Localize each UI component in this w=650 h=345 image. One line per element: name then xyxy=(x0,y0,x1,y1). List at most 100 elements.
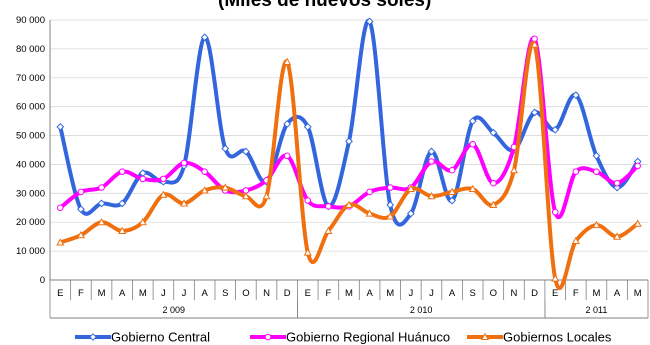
data-point-gobiernos-locales xyxy=(221,183,230,191)
x-tick-label: A xyxy=(449,288,456,299)
data-point-gobierno-central xyxy=(551,125,560,134)
y-tick-label: 0 xyxy=(40,275,45,286)
data-point-gobierno-central xyxy=(345,137,353,146)
x-tick-label: M xyxy=(98,288,106,299)
data-point-gobiernos-locales xyxy=(592,220,601,229)
data-point-gobierno-regional xyxy=(77,188,85,196)
x-tick-label: F xyxy=(78,288,84,299)
data-point-gobierno-regional xyxy=(366,188,373,196)
data-point-gobierno-regional xyxy=(572,168,580,175)
y-tick-label: 10 000 xyxy=(16,246,45,257)
data-point-gobierno-central xyxy=(365,17,374,26)
data-point-gobierno-central xyxy=(283,120,292,128)
data-point-gobiernos-locales xyxy=(283,57,292,65)
data-point-gobierno-central xyxy=(303,122,312,131)
data-point-gobiernos-locales xyxy=(76,230,85,239)
y-tick-label: 40 000 xyxy=(16,159,45,170)
data-point-gobiernos-locales xyxy=(262,191,271,200)
data-point-gobiernos-locales xyxy=(448,187,457,195)
data-point-gobierno-central xyxy=(592,151,601,160)
data-point-gobierno-central xyxy=(468,117,477,126)
data-point-gobierno-regional xyxy=(283,152,291,160)
y-tick-label: 70 000 xyxy=(16,73,45,84)
data-point-gobierno-regional xyxy=(386,184,394,191)
data-point-gobiernos-locales xyxy=(303,248,312,256)
data-point-gobierno-central xyxy=(77,205,85,214)
data-point-gobiernos-locales xyxy=(138,217,147,226)
data-point-gobiernos-locales xyxy=(179,199,189,207)
x-tick-label: J xyxy=(161,288,166,299)
series-lines xyxy=(56,17,642,290)
year-label: 2 010 xyxy=(410,305,433,315)
data-point-gobierno-regional xyxy=(118,168,126,175)
data-point-gobiernos-locales xyxy=(97,217,106,226)
x-tick-label: M xyxy=(345,288,353,299)
x-tick-label: J xyxy=(429,288,434,299)
data-point-gobiernos-locales xyxy=(365,209,374,217)
data-point-gobierno-central xyxy=(386,200,395,209)
x-tick-label: M xyxy=(592,288,600,299)
data-point-gobierno-regional xyxy=(551,208,559,216)
x-tick-label: F xyxy=(325,288,331,299)
data-point-gobierno-regional xyxy=(160,175,167,183)
y-tick-label: 80 000 xyxy=(16,44,45,55)
x-tick-label: M xyxy=(139,288,147,299)
data-point-gobiernos-locales xyxy=(489,200,498,208)
data-point-gobierno-central xyxy=(489,128,498,137)
year-label: 2 009 xyxy=(162,305,185,315)
y-tick-label: 20 000 xyxy=(16,217,45,228)
year-label: 2 011 xyxy=(586,305,608,315)
data-point-gobiernos-locales xyxy=(427,191,436,200)
legend-label-gobierno-regional: Gobierno Regional Huánuco xyxy=(286,330,450,345)
x-tick-label: A xyxy=(614,288,621,299)
data-point-gobiernos-locales xyxy=(324,226,333,234)
data-point-gobiernos-locales xyxy=(56,238,65,246)
data-point-gobierno-regional xyxy=(325,203,332,210)
x-tick-label: E xyxy=(57,288,63,299)
data-point-gobierno-regional xyxy=(201,168,208,175)
x-tick-label: J xyxy=(182,288,187,299)
y-tick-label: 30 000 xyxy=(16,188,45,199)
data-point-gobierno-central xyxy=(406,209,415,218)
y-tick-label: 50 000 xyxy=(16,131,45,142)
x-tick-label: O xyxy=(490,288,497,299)
data-point-gobierno-central xyxy=(200,33,209,42)
data-point-gobierno-central xyxy=(221,144,230,153)
data-point-gobiernos-locales xyxy=(509,165,519,174)
data-point-gobiernos-locales xyxy=(571,236,580,245)
chart-title: (Miles de nuevos soles) xyxy=(218,0,431,11)
y-tick-label: 60 000 xyxy=(16,102,45,113)
x-tick-label: M xyxy=(634,288,642,299)
data-point-gobiernos-locales xyxy=(200,186,209,194)
data-point-gobiernos-locales xyxy=(551,274,560,282)
data-point-gobierno-regional xyxy=(634,162,641,170)
data-point-gobierno-regional xyxy=(593,168,600,175)
legend-marker-gobierno-central xyxy=(89,333,97,341)
data-point-gobierno-central xyxy=(241,147,250,156)
legend-marker-gobierno-regional xyxy=(264,333,272,341)
x-tick-label: N xyxy=(511,288,518,299)
data-point-gobiernos-locales xyxy=(406,184,415,193)
x-tick-label: D xyxy=(284,288,291,299)
data-point-gobierno-central xyxy=(56,122,65,131)
data-point-gobiernos-locales xyxy=(530,40,539,48)
data-point-gobierno-regional xyxy=(469,140,477,148)
x-tick-label: F xyxy=(573,288,579,299)
legend-marker-gobiernos-locales xyxy=(480,332,490,341)
x-tick-label: M xyxy=(386,288,394,299)
data-point-gobierno-central xyxy=(118,199,127,208)
data-point-gobierno-regional xyxy=(57,204,64,212)
data-point-gobiernos-locales xyxy=(386,212,395,220)
data-point-gobierno-central xyxy=(530,108,539,117)
x-tick-label: N xyxy=(263,288,270,299)
x-tick-label: D xyxy=(531,288,538,299)
data-point-gobiernos-locales xyxy=(613,232,622,240)
data-point-gobierno-regional xyxy=(613,179,621,187)
x-tick-label: E xyxy=(552,288,558,299)
x-tick-label: S xyxy=(470,288,476,299)
x-tick-label: S xyxy=(222,288,228,299)
x-tick-label: O xyxy=(242,288,249,299)
legend-label-gobiernos-locales: Gobiernos Locales xyxy=(503,330,612,345)
data-point-gobierno-regional xyxy=(139,175,147,183)
